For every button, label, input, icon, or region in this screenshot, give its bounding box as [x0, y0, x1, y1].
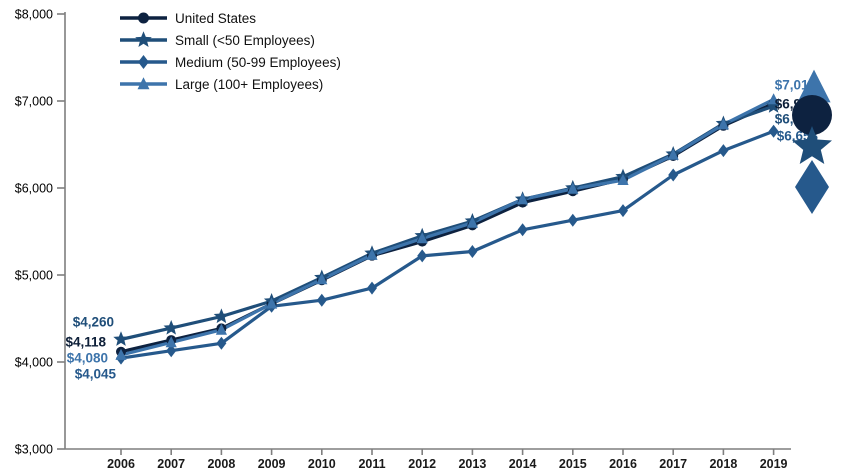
y-tick-label: $5,000	[15, 269, 53, 283]
y-tick-label: $7,000	[15, 95, 53, 109]
legend-circle-icon	[138, 12, 149, 24]
diamond-marker	[367, 281, 377, 295]
triangle-marker	[617, 173, 629, 185]
x-tick-label: 2013	[458, 457, 486, 471]
diamond-marker	[768, 124, 779, 138]
diamond-marker	[618, 204, 628, 218]
legend-item: Medium (50-99 Employees)	[120, 55, 341, 70]
triangle-marker	[717, 118, 729, 130]
data-label: $4,260	[73, 315, 114, 330]
triangle-marker	[768, 93, 780, 105]
triangle-marker	[567, 182, 579, 194]
triangle-marker	[517, 193, 529, 205]
triangle-marker	[316, 273, 328, 285]
x-tick-label: 2017	[659, 457, 687, 471]
legend-diamond-icon	[138, 55, 149, 69]
legend-label: Large (100+ Employees)	[175, 77, 323, 92]
x-tick-label: 2014	[509, 457, 537, 471]
x-tick-label: 2011	[358, 457, 385, 471]
series-line-triangle	[120, 97, 775, 357]
diamond-marker	[567, 213, 578, 227]
axes: $8,000 $7,000 $6,000 $5,000 $4,000 $3,000 2006…	[15, 8, 791, 471]
data-label: $4,080	[67, 351, 108, 366]
diamond-marker	[166, 344, 177, 358]
legend-item: Small (<50 Employees)	[120, 31, 315, 48]
legend-item: United States	[120, 11, 256, 26]
diamond-marker	[517, 223, 528, 237]
legend-star-icon	[135, 31, 152, 47]
diamond-marker	[417, 249, 428, 263]
legend-triangle-icon	[137, 77, 150, 90]
triangle-marker	[416, 232, 428, 244]
star-marker	[163, 320, 179, 335]
x-tick-label: 2008	[207, 457, 235, 471]
big-triangle-icon	[797, 69, 831, 103]
diamond-marker	[316, 293, 327, 307]
triangle-marker	[115, 348, 127, 360]
data-label: $4,045	[75, 367, 117, 382]
x-tick-label: 2009	[258, 457, 286, 471]
x-tick-label: 2007	[157, 457, 185, 471]
legend-label: Medium (50-99 Employees)	[175, 55, 341, 70]
big-star-icon	[792, 126, 832, 164]
y-tick-label: $4,000	[15, 356, 53, 370]
y-tick-label: $8,000	[15, 8, 53, 22]
x-tick-label: 2015	[559, 457, 587, 471]
triangle-marker	[366, 248, 378, 260]
series-line-diamond	[120, 129, 775, 360]
big-marker-glyphs	[792, 69, 832, 214]
x-tick-label: 2006	[107, 457, 135, 471]
x-tick-label: 2016	[609, 457, 637, 471]
triangle-marker	[466, 216, 478, 228]
star-marker	[113, 331, 129, 346]
big-circle-icon	[792, 95, 832, 135]
triangle-marker	[667, 148, 679, 160]
legend-item: Large (100+ Employees)	[120, 77, 323, 92]
diamond-marker	[216, 336, 227, 350]
x-tick-label: 2010	[308, 457, 336, 471]
triangle-marker	[165, 336, 177, 348]
y-tick-label: $6,000	[15, 182, 53, 196]
legend-label: United States	[175, 11, 256, 26]
data-label: $4,118	[65, 335, 106, 350]
series-markers	[113, 93, 782, 365]
triangle-marker	[215, 323, 227, 335]
star-marker	[765, 98, 782, 113]
diamond-marker	[668, 168, 679, 182]
x-tick-label: 2018	[709, 457, 737, 471]
triangle-marker	[266, 297, 278, 309]
legend-label: Small (<50 Employees)	[175, 33, 315, 48]
diamond-marker	[467, 245, 478, 258]
y-tick-label: $3,000	[15, 443, 53, 457]
star-marker	[213, 308, 230, 324]
legend: United States Small (<50 Employees) Medium…	[120, 11, 341, 92]
diamond-marker	[718, 144, 729, 158]
x-tick-label: 2019	[760, 457, 788, 471]
x-tick-label: 2012	[408, 457, 436, 471]
series-lines	[120, 97, 775, 360]
series-line-star	[120, 104, 775, 341]
axis-lines	[64, 12, 791, 450]
big-diamond-icon	[795, 160, 829, 214]
